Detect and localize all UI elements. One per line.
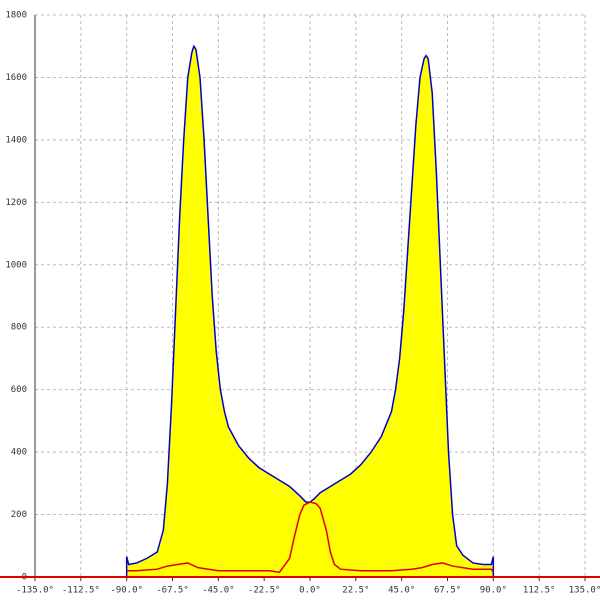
y-tick-label: 1200 xyxy=(5,198,27,208)
x-tick-label: -45.0° xyxy=(202,586,235,596)
x-tick-label: 112.5° xyxy=(523,586,556,596)
y-tick-label: 1400 xyxy=(5,135,27,145)
x-tick-label: -135.0° xyxy=(16,586,54,596)
x-tick-label: -67.5° xyxy=(156,586,189,596)
y-tick-label: 1000 xyxy=(5,260,27,270)
x-tick-label: -112.5° xyxy=(62,586,100,596)
x-tick-label: 90.0° xyxy=(480,586,507,596)
x-tick-label: 0.0° xyxy=(299,586,321,596)
x-tick-label: 22.5° xyxy=(342,586,369,596)
line xyxy=(126,501,494,574)
x-tick-label: -90.0° xyxy=(110,586,143,596)
x-tick-label: 67.5° xyxy=(434,586,461,596)
y-tick-label: 1800 xyxy=(5,11,27,21)
y-tick-label: 800 xyxy=(11,323,27,333)
x-tick-label: -22.5° xyxy=(248,586,281,596)
y-tick-label: 400 xyxy=(11,448,27,458)
x-tick-label: 135.0° xyxy=(569,586,600,596)
area xyxy=(125,44,495,578)
y-tick-label: 600 xyxy=(11,385,27,395)
x-tick-label: 45.0° xyxy=(388,586,415,596)
y-tick-label: 200 xyxy=(11,510,27,520)
y-tick-label: 1600 xyxy=(5,73,27,83)
